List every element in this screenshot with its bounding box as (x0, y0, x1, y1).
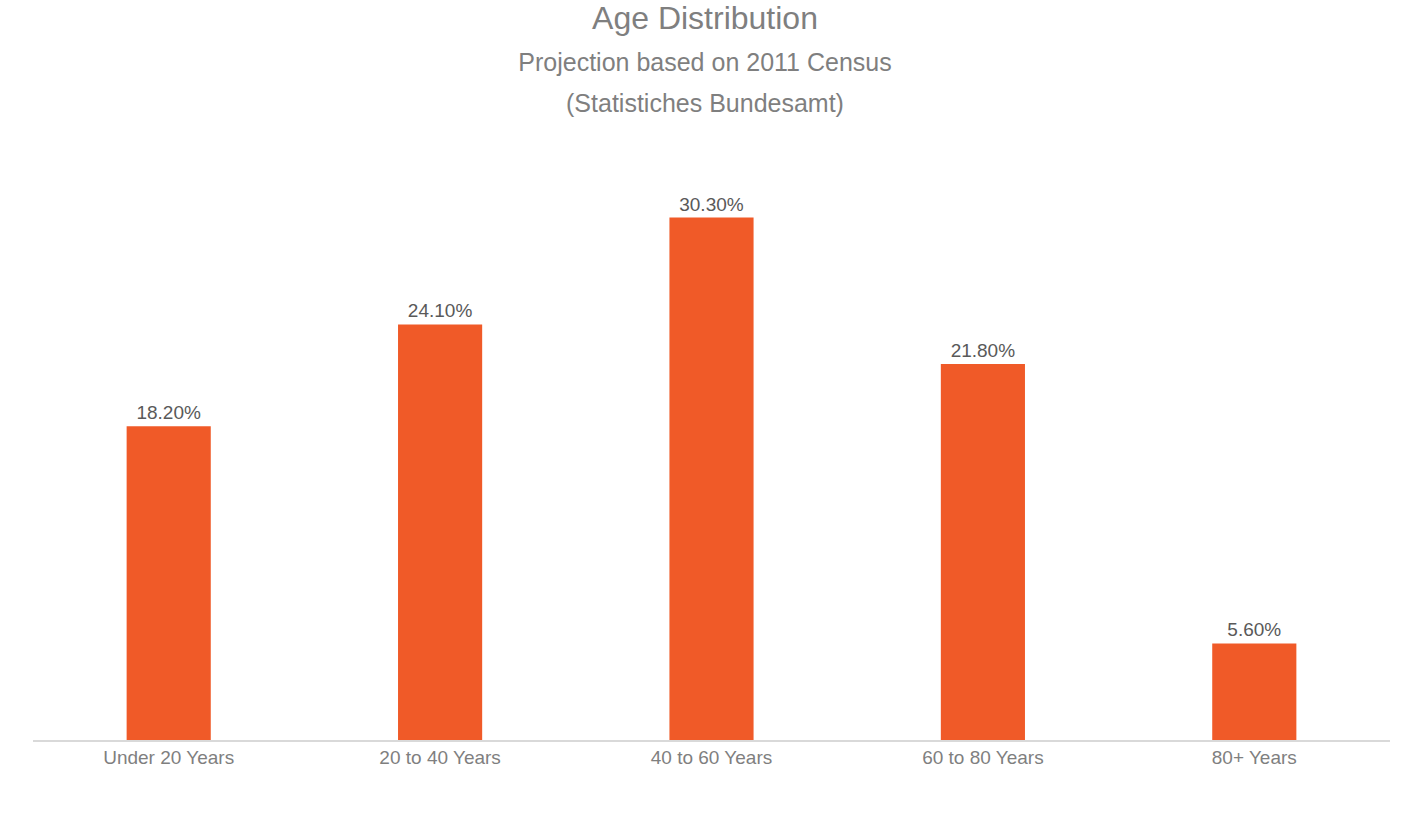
svg-text:24.10%: 24.10% (408, 300, 473, 321)
svg-text:20 to 40 Years: 20 to 40 Years (379, 747, 501, 768)
svg-text:40 to 60 Years: 40 to 60 Years (651, 747, 773, 768)
svg-text:80+ Years: 80+ Years (1212, 747, 1297, 768)
svg-text:30.30%: 30.30% (679, 194, 744, 215)
svg-text:60 to 80 Years: 60 to 80 Years (922, 747, 1044, 768)
svg-text:5.60%: 5.60% (1227, 619, 1281, 640)
svg-text:18.20%: 18.20% (136, 402, 201, 423)
svg-text:Age DistributionProjection bas: Age DistributionProjection based on 2011… (518, 0, 891, 117)
svg-text:21.80%: 21.80% (951, 340, 1016, 361)
svg-text:Under 20 Years: Under 20 Years (103, 747, 234, 768)
